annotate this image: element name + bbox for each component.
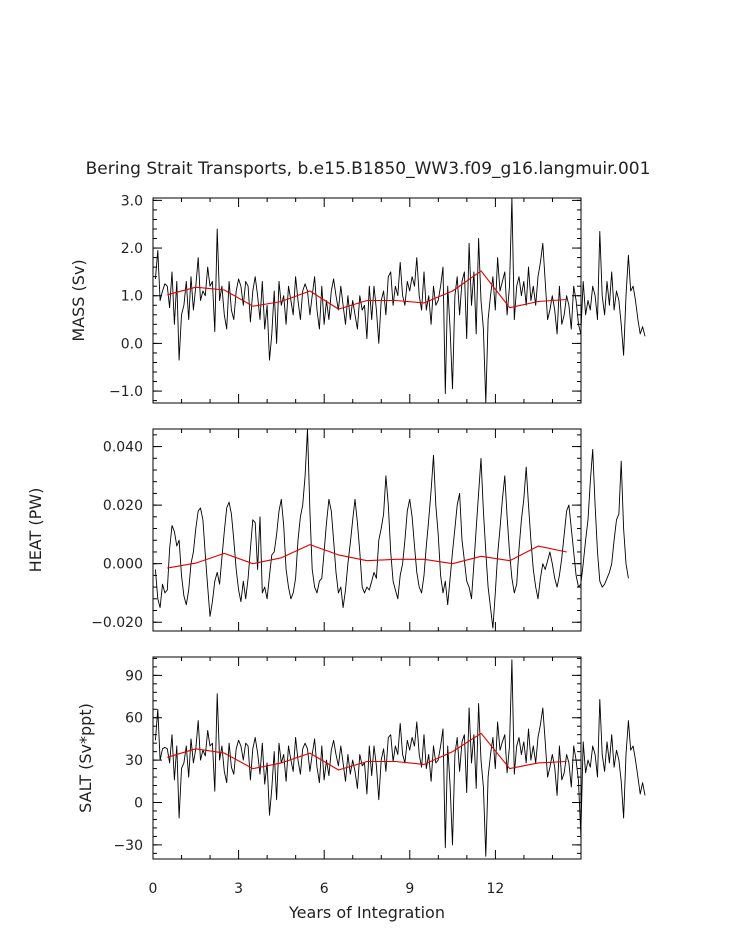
y-tick-label: 0.000 xyxy=(103,557,143,573)
chart-title: Bering Strait Transports, b.e15.B1850_WW… xyxy=(86,159,651,179)
y-axis-label: HEAT (PW) xyxy=(26,488,45,573)
x-tick-label: 9 xyxy=(405,881,414,897)
y-tick-label: 0.0 xyxy=(121,336,143,352)
series-monthly-line xyxy=(154,197,646,404)
x-axis-label: Years of Integration xyxy=(288,903,445,922)
panel-salt: SALT (Sv*ppt) −30 0 30 60 90 xyxy=(76,656,646,860)
panel-frame xyxy=(152,656,582,860)
y-tick-label: 60 xyxy=(125,711,143,727)
series-monthly-line xyxy=(154,428,629,629)
y-tick-label: 3.0 xyxy=(121,193,143,209)
x-axis: 0 3 6 9 12 xyxy=(149,881,505,897)
series-annual-line xyxy=(167,544,567,569)
y-tick-label: −30 xyxy=(113,838,143,854)
series-annual-line xyxy=(167,270,567,310)
y-tick-label: 1.0 xyxy=(121,289,143,305)
x-tick-label: 12 xyxy=(486,881,504,897)
panel-heat: HEAT (PW) −0.020 0.000 0.020 0.040 xyxy=(26,428,629,632)
y-tick-label: 0.020 xyxy=(103,498,143,514)
y-tick-label: 0.040 xyxy=(103,440,143,456)
y-tick-label: 90 xyxy=(125,668,143,684)
y-tick-label: 30 xyxy=(125,753,143,769)
y-tick-label: −0.020 xyxy=(91,615,143,631)
y-axis-label: SALT (Sv*ppt) xyxy=(76,703,95,813)
x-tick-label: 0 xyxy=(149,881,158,897)
y-tick-label: −1.0 xyxy=(109,384,143,400)
x-tick-label: 3 xyxy=(234,881,243,897)
panel-frame xyxy=(152,197,582,404)
y-tick-label: 0 xyxy=(134,795,143,811)
series-annual-line xyxy=(167,732,567,771)
panel-frame xyxy=(152,428,582,632)
x-tick-label: 6 xyxy=(320,881,329,897)
y-axis-label: MASS (Sv) xyxy=(69,259,88,341)
series-monthly-line xyxy=(154,659,646,857)
y-tick-label: 2.0 xyxy=(121,241,143,257)
panel-mass: MASS (Sv) −1.0 0.0 1.0 2.0 3.0 xyxy=(69,193,646,404)
